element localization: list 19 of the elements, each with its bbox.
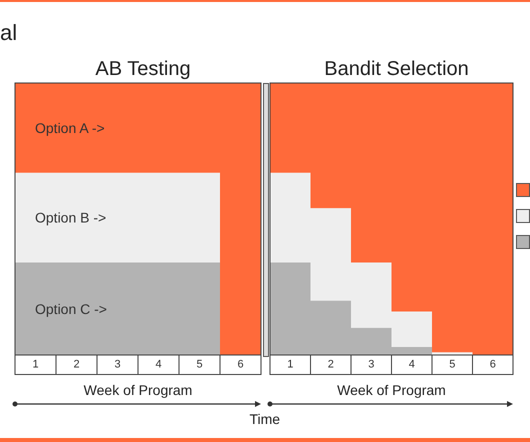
x-tick-label: 5 bbox=[449, 358, 456, 370]
x-tick-label: 4 bbox=[155, 358, 162, 370]
chart-title: Bandit Selection bbox=[324, 58, 469, 80]
series-label: Option B -> bbox=[35, 210, 106, 226]
x-tick-label: 1 bbox=[32, 358, 39, 370]
x-tick-label: 3 bbox=[368, 358, 374, 370]
x-tick-label: 1 bbox=[287, 358, 294, 370]
x-tick-label: 4 bbox=[408, 358, 415, 370]
x-tick-label: 2 bbox=[328, 358, 334, 370]
x-axis-title: Week of Program bbox=[84, 382, 192, 398]
x-tick-label: 5 bbox=[196, 358, 203, 370]
text: Time bbox=[250, 411, 280, 427]
x-tick-label: 6 bbox=[237, 358, 244, 370]
x-axis-title: Week of Program bbox=[337, 382, 446, 398]
x-tick-label: 3 bbox=[114, 358, 121, 370]
x-tick-label: 6 bbox=[490, 358, 496, 370]
chart-title: AB Testing bbox=[95, 58, 191, 80]
x-tick-label: 2 bbox=[73, 358, 80, 370]
text: al bbox=[0, 20, 18, 46]
